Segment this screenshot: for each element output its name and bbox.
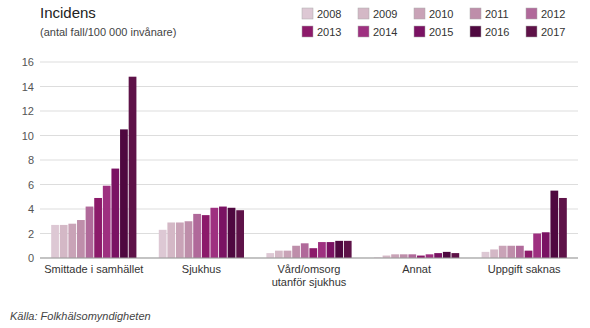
legend-label: 2016 — [485, 26, 509, 38]
bar — [236, 210, 244, 258]
x-tick-label: Vård/omsorgutanför sjukhus — [272, 263, 347, 288]
y-tick-label: 16 — [22, 56, 34, 68]
bar — [318, 242, 326, 258]
bar — [77, 220, 85, 258]
grid-line — [40, 86, 578, 87]
bar — [51, 225, 59, 258]
bar — [550, 191, 558, 258]
x-tick-label: Uppgift saknas — [488, 263, 561, 275]
legend-swatch — [470, 26, 481, 37]
legend-swatch — [414, 26, 425, 37]
bar — [266, 253, 274, 258]
y-tick-label: 2 — [28, 228, 34, 240]
grid — [40, 62, 578, 258]
bar — [309, 248, 317, 258]
bar — [344, 241, 352, 258]
grid-line — [40, 111, 578, 112]
bar — [482, 252, 490, 258]
bar — [275, 251, 283, 258]
legend-swatch — [526, 8, 537, 19]
bar — [408, 254, 416, 258]
y-tick-label: 12 — [22, 105, 34, 117]
legend-label: 2008 — [317, 8, 341, 20]
bar — [499, 246, 507, 258]
x-tick-label: Annat — [402, 263, 431, 275]
legend-swatch — [302, 26, 313, 37]
bar — [68, 224, 76, 258]
y-tick-label: 0 — [28, 252, 34, 264]
bar — [292, 246, 300, 258]
bar — [400, 254, 408, 258]
legend-label: 2010 — [429, 8, 453, 20]
bar — [443, 252, 451, 258]
bar — [516, 246, 524, 258]
legend-swatch — [358, 26, 369, 37]
bar — [284, 251, 292, 258]
bar — [542, 232, 550, 258]
bar — [86, 207, 94, 258]
chart: Incidens (antal fall/100 000 invånare) 0 2 4… — [0, 0, 590, 328]
bar — [176, 222, 184, 258]
y-tick-label: 10 — [22, 130, 34, 142]
bar — [391, 254, 399, 258]
legend-label: 2017 — [541, 26, 565, 38]
bar — [202, 215, 210, 258]
bar — [193, 214, 201, 258]
legend-swatch — [526, 26, 537, 37]
y-tick-label: 8 — [28, 154, 34, 166]
bar — [129, 77, 137, 258]
subtitle: (antal fall/100 000 invånare) — [40, 26, 176, 38]
legend-label: 2014 — [373, 26, 397, 38]
legend-label: 2012 — [541, 8, 565, 20]
bar — [111, 169, 119, 258]
y-tick-label: 6 — [28, 179, 34, 191]
bar — [228, 208, 236, 258]
bar — [335, 241, 343, 258]
legend: 2008 2009 2010 2011 2012 2013 2014 2015 2016 2017 — [302, 8, 565, 38]
bar — [103, 186, 111, 258]
bar — [185, 221, 193, 258]
source-note: Källa: Folkhälsomyndigheten — [10, 310, 151, 322]
x-tick-label: Smittade i samhället — [44, 263, 143, 275]
x-tick-label: Sjukhus — [182, 263, 222, 275]
bar — [210, 208, 218, 258]
grid-line — [40, 62, 578, 63]
bar — [434, 253, 442, 258]
bar — [507, 246, 515, 258]
legend-swatch — [358, 8, 369, 19]
bar — [525, 251, 533, 258]
legend-swatch — [414, 8, 425, 19]
legend-swatch — [302, 8, 313, 19]
bar — [94, 198, 102, 258]
bar — [426, 254, 434, 258]
legend-label: 2013 — [317, 26, 341, 38]
bar — [120, 129, 128, 258]
bar — [60, 225, 68, 258]
bar — [301, 243, 309, 258]
legend-swatch — [470, 8, 481, 19]
bar — [167, 222, 175, 258]
y-tick-label: 4 — [28, 203, 34, 215]
title: Incidens — [40, 4, 96, 21]
chart-container: Incidens (antal fall/100 000 invånare) 0 2 4… — [0, 0, 590, 328]
bar — [533, 234, 541, 259]
bar — [327, 242, 335, 258]
x-axis — [40, 258, 578, 259]
bar — [219, 207, 227, 258]
grid-line — [40, 258, 578, 259]
bar — [159, 230, 167, 258]
y-tick-label: 14 — [22, 81, 34, 93]
bar — [451, 253, 459, 258]
bar — [559, 198, 567, 258]
legend-label: 2009 — [373, 8, 397, 20]
bars — [51, 77, 567, 258]
legend-label: 2011 — [485, 8, 509, 20]
legend-label: 2015 — [429, 26, 453, 38]
bar — [490, 249, 498, 258]
